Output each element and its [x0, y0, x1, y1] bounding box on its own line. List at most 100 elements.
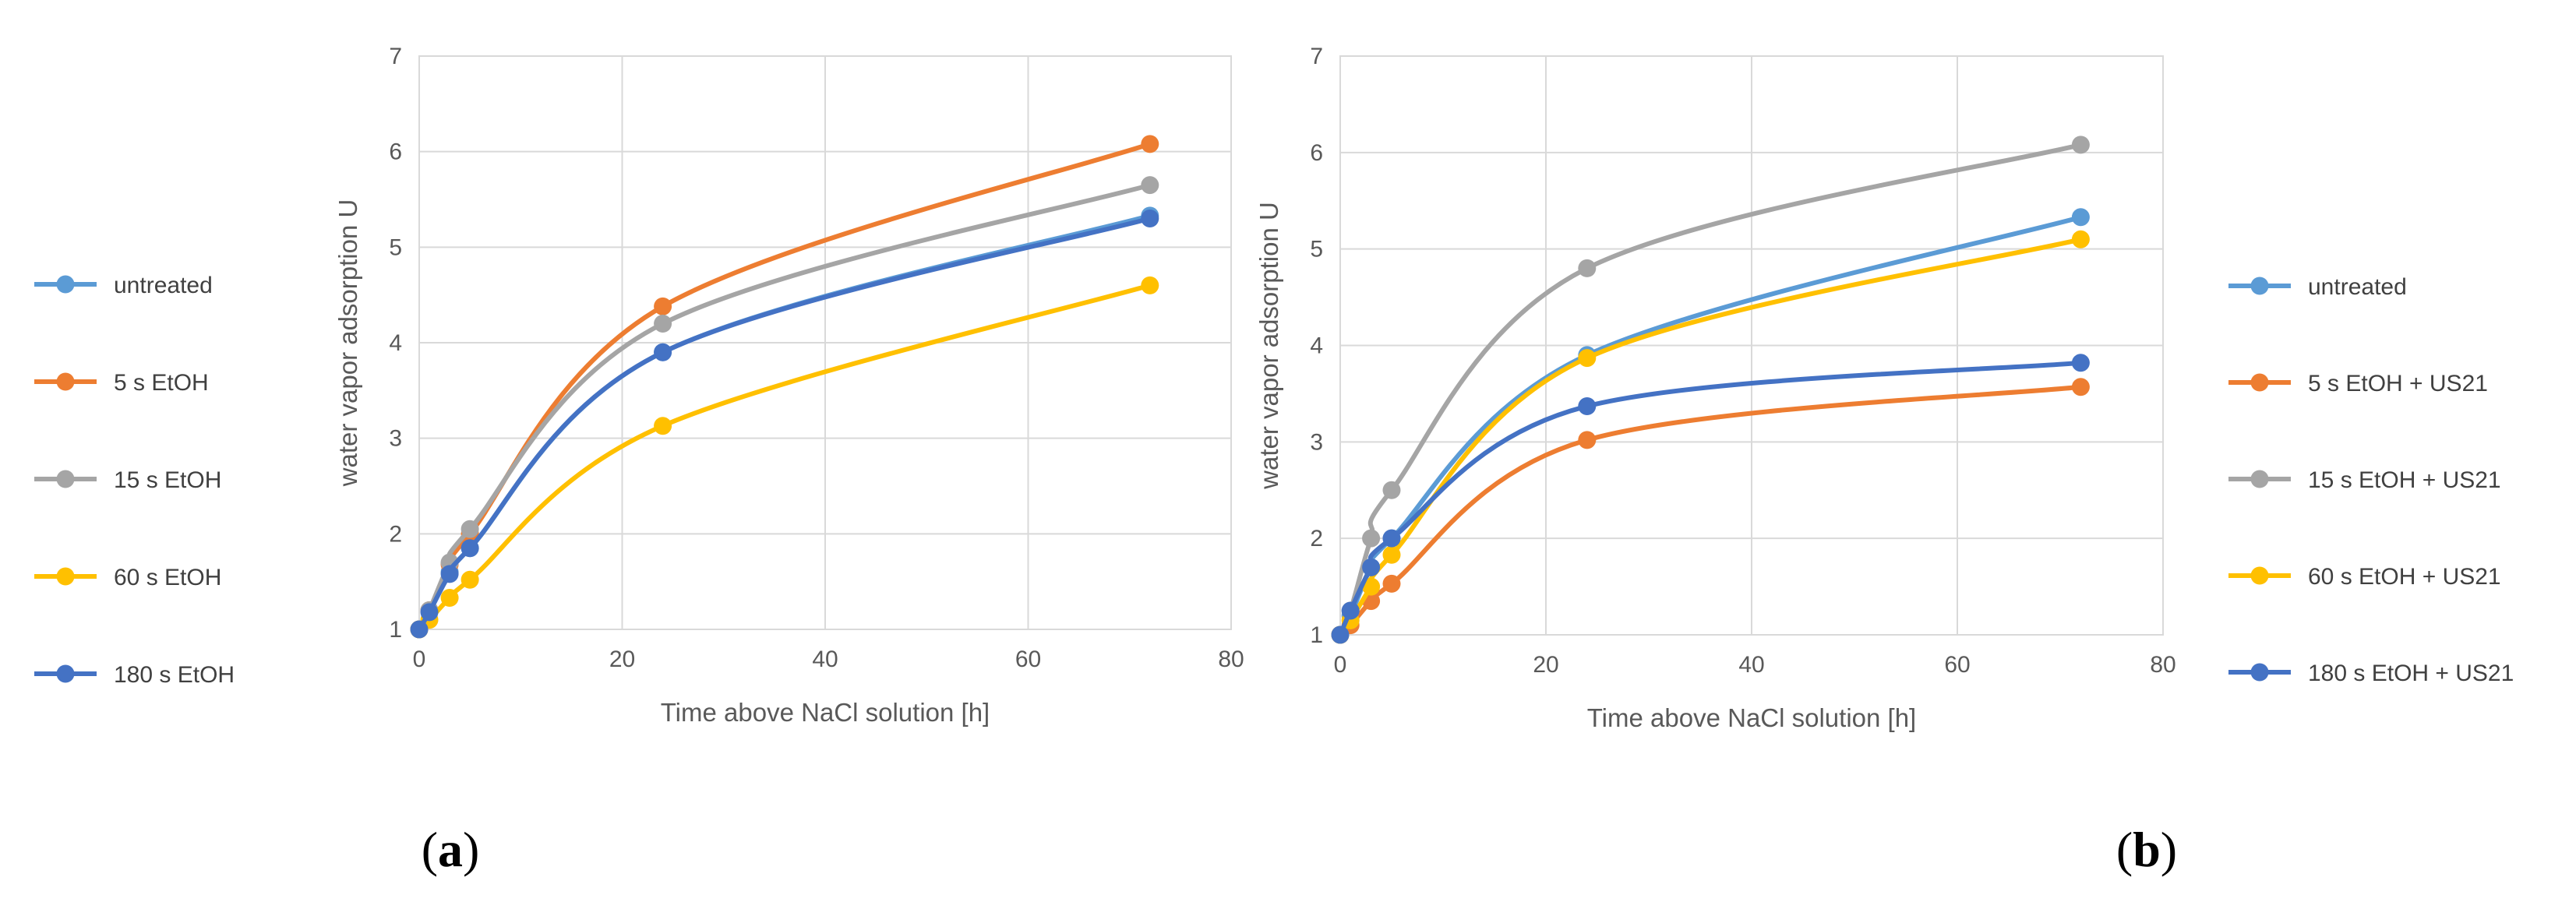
y-tick-label: 1	[389, 617, 402, 643]
legend-swatch-marker	[56, 567, 75, 586]
series-line	[417, 141, 1152, 632]
data-point	[1382, 481, 1401, 499]
series-group	[410, 135, 1159, 639]
y-tick-label: 5	[389, 234, 402, 260]
legend-label: 60 s EtOH	[114, 565, 221, 590]
data-point	[440, 589, 459, 608]
data-point	[1578, 431, 1597, 449]
series-line	[417, 283, 1152, 632]
x-tick-label: 20	[1533, 652, 1558, 678]
legend-label: 60 s EtOH + US21	[2308, 564, 2501, 590]
y-axis-title: water vapor adsorption U	[1254, 202, 1283, 490]
plot-border	[1339, 55, 2164, 636]
x-tick-label: 20	[609, 647, 635, 672]
data-point	[1578, 349, 1597, 368]
legend: untreated 5 s EtOH 15 s EtOH 60 s EtOH 180 …	[34, 273, 235, 688]
panel-label: (a)	[422, 822, 480, 877]
legend: untreated 5 s EtOH + US21 15 s EtOH + US2…	[2228, 274, 2514, 686]
data-point	[461, 539, 479, 558]
panel-label-paren: )	[463, 822, 479, 877]
x-tick-label: 0	[1334, 652, 1347, 678]
series-line	[1338, 237, 2084, 637]
x-tick-label: 80	[1218, 647, 1244, 672]
data-point	[1331, 625, 1350, 644]
legend-item: 5 s EtOH + US21	[2228, 371, 2488, 396]
data-point	[2071, 230, 2090, 248]
legend-swatch-marker	[56, 372, 75, 391]
legend-label: 15 s EtOH + US21	[2308, 467, 2501, 493]
data-point	[1141, 135, 1159, 153]
gridlines	[1339, 55, 2164, 636]
legend-label: untreated	[2308, 274, 2407, 300]
x-tick-label: 60	[1944, 652, 1970, 678]
y-axis-title: water vapor adsorption U	[333, 199, 362, 488]
data-point	[410, 620, 429, 639]
legend-label: 15 s EtOH	[114, 467, 221, 493]
y-tick-label: 5	[1310, 237, 1323, 262]
data-point	[1578, 259, 1597, 277]
x-tick-label: 60	[1015, 647, 1041, 672]
x-tick-label: 40	[812, 647, 838, 672]
legend-label: 5 s EtOH	[114, 370, 209, 396]
data-point	[1382, 574, 1401, 593]
chart-panel-b: 1 2 3 4 5 6 7 0 20 40 60 80 Time above NaCl solution…	[1254, 44, 2514, 877]
y-tick-label: 7	[1310, 44, 1323, 69]
legend-item: 180 s EtOH + US21	[2228, 661, 2514, 686]
data-point	[1362, 577, 1381, 596]
legend-label: 5 s EtOH + US21	[2308, 371, 2488, 396]
y-tick-label: 1	[1310, 622, 1323, 648]
data-point	[2071, 378, 2090, 396]
data-point	[420, 603, 439, 622]
data-point	[654, 314, 672, 333]
panel-label-paren: (	[422, 822, 438, 877]
panel-label-paren: )	[2161, 822, 2177, 877]
legend-item: untreated	[34, 273, 213, 298]
data-point	[1578, 397, 1597, 416]
data-point	[2071, 136, 2090, 154]
legend-swatch-marker	[2250, 663, 2269, 682]
series-line	[1338, 214, 2084, 637]
data-point	[1141, 176, 1159, 195]
data-point	[654, 343, 672, 361]
x-tick-label: 40	[1738, 652, 1764, 678]
data-point	[1141, 276, 1159, 294]
legend-label: 180 s EtOH	[114, 662, 235, 688]
x-axis-title: Time above NaCl solution [h]	[1587, 703, 1916, 732]
gridlines	[418, 55, 1232, 630]
legend-item: 5 s EtOH	[34, 370, 209, 396]
data-point	[654, 417, 672, 435]
legend-swatch-marker	[2250, 373, 2269, 392]
plot-border	[418, 55, 1232, 630]
tick-labels: 1 2 3 4 5 6 7 0 20 40 60 80	[1310, 44, 2175, 678]
legend-item: 15 s EtOH	[34, 467, 221, 493]
series-line	[1338, 142, 2084, 637]
legend-item: 60 s EtOH + US21	[2228, 564, 2501, 590]
data-point	[1362, 558, 1381, 576]
data-point	[1141, 210, 1159, 228]
data-point	[654, 297, 672, 315]
tick-labels: 1 2 3 4 5 6 7 0 20 40 60 80	[389, 44, 1244, 672]
legend-swatch-marker	[2250, 277, 2269, 295]
panel-label-letter: a	[438, 822, 463, 877]
series-line	[1338, 360, 2084, 637]
data-point	[2071, 354, 2090, 372]
data-point	[1382, 529, 1401, 548]
y-tick-label: 3	[1310, 429, 1323, 455]
y-tick-label: 7	[389, 44, 402, 69]
legend-swatch-marker	[2250, 566, 2269, 585]
x-tick-label: 80	[2150, 652, 2175, 678]
x-axis-title: Time above NaCl solution [h]	[661, 698, 990, 727]
legend-item: 180 s EtOH	[34, 662, 235, 688]
legend-item: 15 s EtOH + US21	[2228, 467, 2501, 493]
y-tick-label: 6	[1310, 140, 1323, 166]
y-tick-label: 2	[389, 521, 402, 547]
legend-label: untreated	[114, 273, 213, 298]
legend-item: 60 s EtOH	[34, 565, 221, 590]
series-group	[1331, 136, 2090, 644]
data-point	[1362, 529, 1381, 548]
data-point	[1341, 601, 1360, 620]
y-tick-label: 6	[389, 139, 402, 165]
y-tick-label: 3	[389, 426, 402, 452]
data-point	[1382, 545, 1401, 564]
